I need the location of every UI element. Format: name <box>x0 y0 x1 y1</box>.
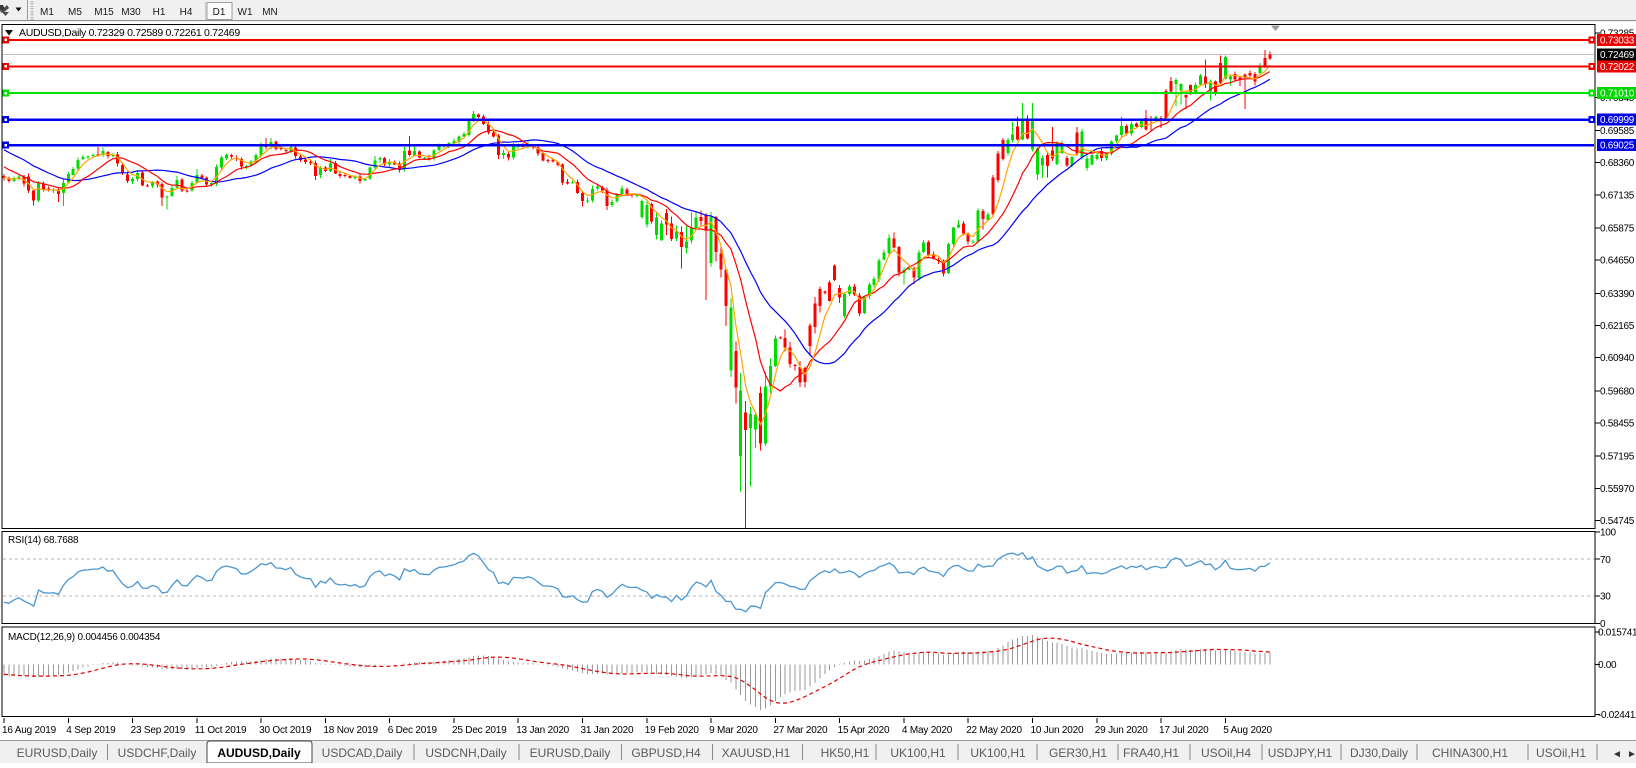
svg-text:9 Mar 2020: 9 Mar 2020 <box>709 725 758 736</box>
svg-text:AUDUSD,Daily 0.72329 0.72589: AUDUSD,Daily 0.72329 0.72589 0.72261 0.7… <box>19 27 240 39</box>
svg-text:18 Nov 2019: 18 Nov 2019 <box>323 725 378 736</box>
svg-text:FRA40,H1: FRA40,H1 <box>1123 746 1179 760</box>
svg-text:23 Sep 2019: 23 Sep 2019 <box>131 725 186 736</box>
svg-text:6 Dec 2019: 6 Dec 2019 <box>388 725 438 736</box>
svg-text:►: ► <box>1627 749 1636 760</box>
svg-text:0: 0 <box>1600 619 1606 630</box>
svg-text:GER30,H1: GER30,H1 <box>1049 746 1107 760</box>
svg-text:16 Aug 2019: 16 Aug 2019 <box>2 725 57 736</box>
svg-text:17 Jul 2020: 17 Jul 2020 <box>1159 725 1209 736</box>
svg-text:XAUUSD,H1: XAUUSD,H1 <box>722 746 791 760</box>
svg-text:0.69585: 0.69585 <box>1600 126 1635 137</box>
svg-text:29 Jun 2020: 29 Jun 2020 <box>1095 725 1148 736</box>
svg-text:-0.024412: -0.024412 <box>1598 710 1636 721</box>
svg-text:0.62165: 0.62165 <box>1600 321 1635 332</box>
svg-text:70: 70 <box>1600 555 1611 566</box>
svg-text:HK50,H1: HK50,H1 <box>821 746 870 760</box>
svg-text:0.69025: 0.69025 <box>1600 141 1635 152</box>
svg-text:GBPUSD,H4: GBPUSD,H4 <box>631 746 701 760</box>
svg-text:0.73033: 0.73033 <box>1600 35 1635 46</box>
svg-text:15 Apr 2020: 15 Apr 2020 <box>838 725 890 736</box>
svg-text:0.00: 0.00 <box>1598 660 1617 671</box>
svg-text:D1: D1 <box>213 7 226 18</box>
svg-text:H4: H4 <box>180 7 193 18</box>
svg-text:USDJPY,H1: USDJPY,H1 <box>1268 746 1333 760</box>
svg-text:USDCNH,Daily: USDCNH,Daily <box>425 746 506 760</box>
svg-text:W1: W1 <box>238 7 253 18</box>
svg-text:RSI(14) 68.7688: RSI(14) 68.7688 <box>8 535 79 546</box>
svg-text:UK100,H1: UK100,H1 <box>970 746 1026 760</box>
svg-text:H1: H1 <box>153 7 166 18</box>
svg-text:0.72469: 0.72469 <box>1600 50 1635 61</box>
svg-text:13 Jan 2020: 13 Jan 2020 <box>516 725 569 736</box>
svg-text:0.60940: 0.60940 <box>1600 353 1635 364</box>
svg-text:EURUSD,Daily: EURUSD,Daily <box>17 746 98 760</box>
svg-text:5 Aug 2020: 5 Aug 2020 <box>1223 725 1272 736</box>
svg-text:25 Dec 2019: 25 Dec 2019 <box>452 725 507 736</box>
svg-text:USOil,H4: USOil,H4 <box>1201 746 1251 760</box>
svg-text:0.015741: 0.015741 <box>1598 628 1636 639</box>
svg-text:0.67135: 0.67135 <box>1600 190 1635 201</box>
svg-text:M30: M30 <box>121 7 141 18</box>
svg-text:10 Jun 2020: 10 Jun 2020 <box>1031 725 1084 736</box>
svg-text:USOil,H1: USOil,H1 <box>1536 746 1586 760</box>
svg-text:M5: M5 <box>68 7 82 18</box>
svg-text:DJ30,Daily: DJ30,Daily <box>1350 746 1408 760</box>
svg-text:EURUSD,Daily: EURUSD,Daily <box>530 746 611 760</box>
svg-text:0.64650: 0.64650 <box>1600 256 1635 267</box>
svg-text:0.58455: 0.58455 <box>1600 419 1635 430</box>
svg-text:4 May 2020: 4 May 2020 <box>902 725 953 736</box>
svg-text:CHINA300,H1: CHINA300,H1 <box>1432 746 1508 760</box>
svg-text:AUDUSD,Daily: AUDUSD,Daily <box>217 746 301 760</box>
svg-text:◄: ◄ <box>1612 749 1622 760</box>
svg-text:0.63390: 0.63390 <box>1600 289 1635 300</box>
svg-text:19 Feb 2020: 19 Feb 2020 <box>645 725 700 736</box>
svg-text:0.57195: 0.57195 <box>1600 452 1635 463</box>
svg-text:22 May 2020: 22 May 2020 <box>966 725 1022 736</box>
svg-text:27 Mar 2020: 27 Mar 2020 <box>773 725 828 736</box>
svg-text:30: 30 <box>1600 591 1611 602</box>
svg-text:100: 100 <box>1600 527 1617 538</box>
svg-text:30 Oct 2019: 30 Oct 2019 <box>259 725 312 736</box>
svg-text:UK100,H1: UK100,H1 <box>890 746 946 760</box>
svg-text:M1: M1 <box>40 7 54 18</box>
svg-text:0.68360: 0.68360 <box>1600 158 1635 169</box>
svg-text:MACD(12,26,9) 0.004456 0.00435: MACD(12,26,9) 0.004456 0.004354 <box>8 632 161 643</box>
svg-text:USDCAD,Daily: USDCAD,Daily <box>322 746 403 760</box>
svg-text:0.59680: 0.59680 <box>1600 386 1635 397</box>
svg-text:USDCHF,Daily: USDCHF,Daily <box>118 746 197 760</box>
svg-text:MN: MN <box>262 7 278 18</box>
svg-text:0.54745: 0.54745 <box>1600 516 1635 527</box>
svg-text:0.69999: 0.69999 <box>1600 115 1635 126</box>
svg-text:11 Oct 2019: 11 Oct 2019 <box>195 725 247 736</box>
svg-text:0.55970: 0.55970 <box>1600 484 1635 495</box>
svg-text:0.71010: 0.71010 <box>1600 89 1635 100</box>
svg-text:0.65875: 0.65875 <box>1600 224 1635 235</box>
svg-text:0.72022: 0.72022 <box>1600 62 1635 73</box>
svg-text:31 Jan 2020: 31 Jan 2020 <box>581 725 634 736</box>
svg-text:4 Sep 2019: 4 Sep 2019 <box>66 725 116 736</box>
svg-text:M15: M15 <box>94 7 114 18</box>
